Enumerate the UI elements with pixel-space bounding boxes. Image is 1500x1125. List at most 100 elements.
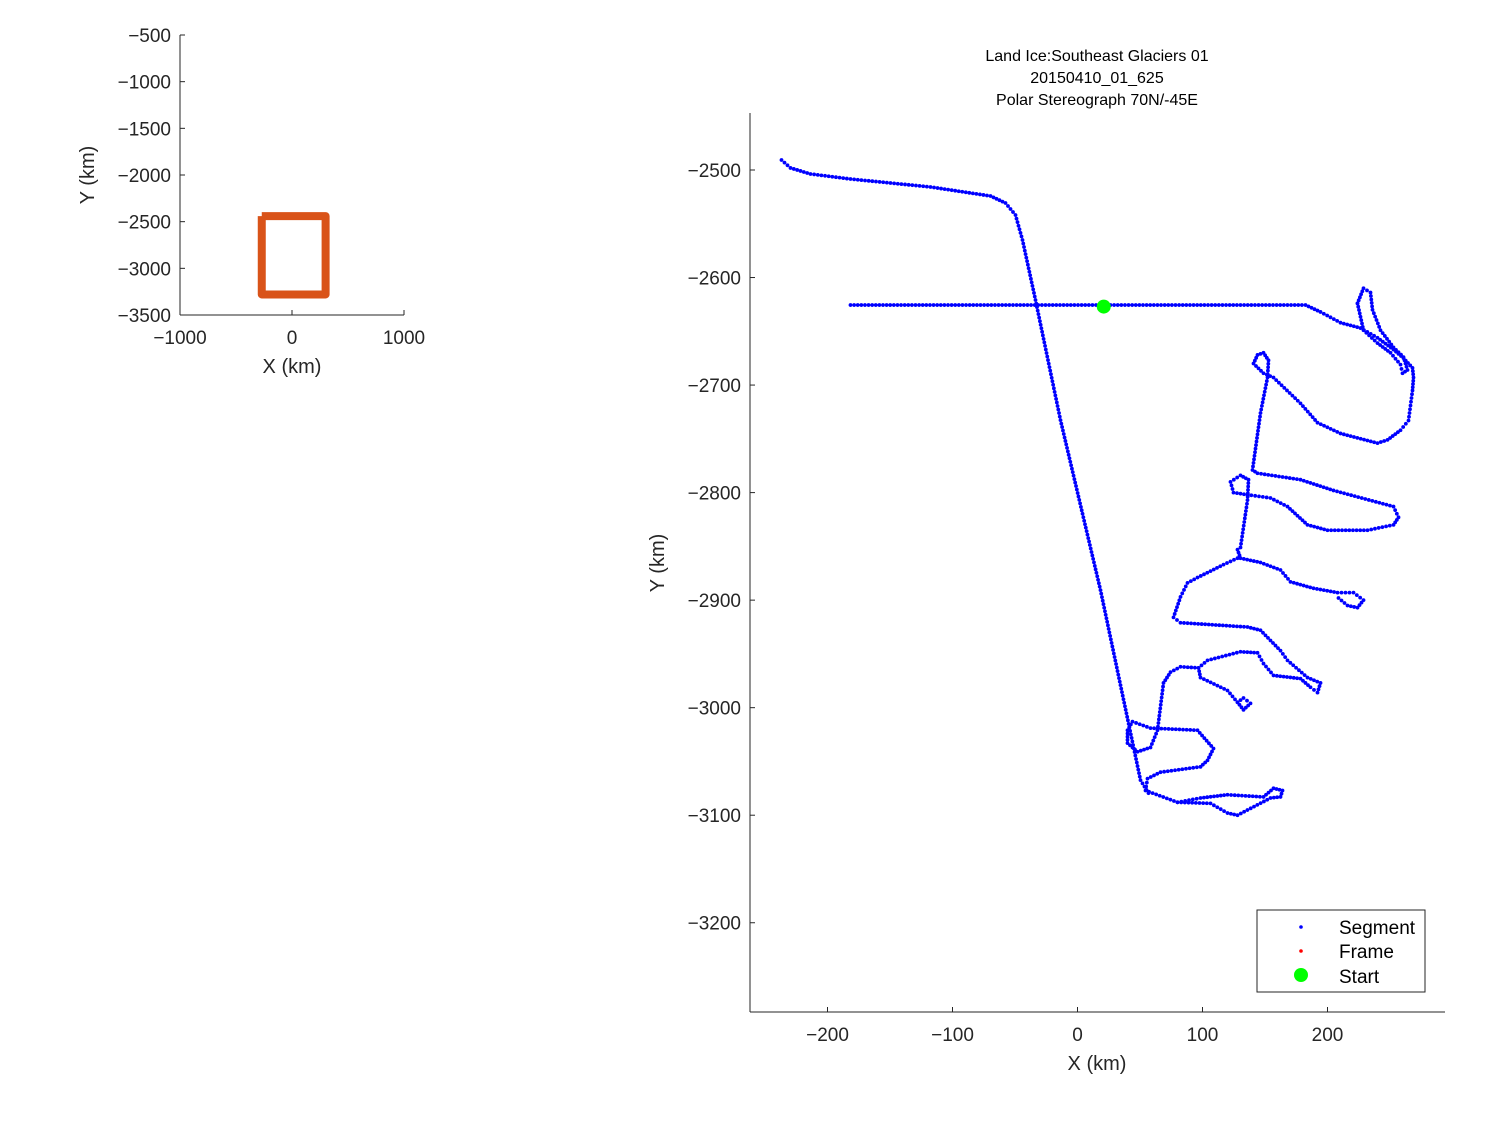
segment-point bbox=[881, 303, 885, 307]
segment-point bbox=[1058, 418, 1063, 423]
segment-point bbox=[1197, 801, 1202, 805]
segment-point bbox=[1215, 683, 1220, 688]
segment-point bbox=[1305, 522, 1310, 527]
segment-point bbox=[1029, 276, 1033, 281]
segment-point bbox=[1255, 650, 1260, 655]
segment-point bbox=[1298, 401, 1303, 406]
segment-point bbox=[1217, 623, 1222, 628]
segment-point bbox=[1128, 732, 1133, 737]
segment-point bbox=[1199, 663, 1204, 668]
segment-point bbox=[782, 160, 787, 165]
segment-point bbox=[1083, 525, 1088, 530]
segment-point bbox=[1343, 528, 1348, 533]
segment-point bbox=[1015, 220, 1020, 225]
segment-point bbox=[1208, 801, 1213, 806]
legend-segment-marker bbox=[1299, 925, 1303, 929]
segment-point bbox=[1212, 803, 1216, 808]
segment-point bbox=[1295, 676, 1300, 681]
segment-point bbox=[1369, 527, 1374, 532]
segment-point bbox=[779, 158, 784, 162]
segment-point bbox=[1361, 286, 1366, 291]
segment-point bbox=[1352, 435, 1356, 439]
segment-point bbox=[1171, 668, 1176, 673]
segment-point bbox=[1309, 305, 1314, 310]
segment-point bbox=[989, 303, 994, 307]
segment-point bbox=[1301, 678, 1305, 683]
segment-point bbox=[1163, 726, 1167, 731]
x-tick-label: 0 bbox=[287, 328, 298, 349]
segment-point bbox=[1047, 365, 1052, 370]
segment-point bbox=[1351, 528, 1355, 533]
segment-point bbox=[910, 183, 915, 188]
segment-point bbox=[1372, 338, 1377, 343]
segment-point bbox=[1336, 596, 1341, 600]
segment-point bbox=[1378, 337, 1383, 342]
segment-point bbox=[1144, 780, 1149, 785]
segment-point bbox=[1237, 553, 1242, 558]
segment-point bbox=[1302, 673, 1307, 678]
segment-point bbox=[1079, 508, 1084, 513]
segment-point bbox=[1255, 353, 1260, 357]
segment-point bbox=[1125, 741, 1130, 746]
segment-point bbox=[1242, 520, 1247, 524]
segment-point bbox=[1265, 797, 1270, 802]
segment-point bbox=[1059, 421, 1064, 426]
segment-point bbox=[1404, 364, 1409, 369]
segment-point bbox=[1209, 303, 1214, 307]
segment-point bbox=[1215, 565, 1219, 570]
segment-point bbox=[1235, 556, 1240, 561]
segment-point bbox=[1347, 528, 1352, 533]
x-tick-label: 1000 bbox=[383, 328, 425, 349]
segment-point bbox=[1130, 745, 1135, 750]
segment-point bbox=[1275, 566, 1280, 571]
segment-point bbox=[964, 303, 968, 307]
legend-frame-marker bbox=[1299, 949, 1303, 953]
segment-point bbox=[1262, 472, 1267, 477]
segment-point bbox=[953, 303, 958, 307]
segment-point bbox=[1137, 771, 1141, 776]
segment-point bbox=[1200, 733, 1204, 738]
segment-point bbox=[1026, 266, 1031, 271]
segment-point bbox=[1058, 303, 1062, 307]
segment-point bbox=[1287, 476, 1292, 480]
segment-point bbox=[1342, 491, 1346, 496]
segment-point bbox=[1283, 574, 1288, 578]
segment-point bbox=[1154, 792, 1159, 797]
segment-point bbox=[877, 180, 882, 184]
segment-point bbox=[1141, 303, 1145, 307]
segment-point bbox=[1178, 664, 1183, 669]
y-tick-label: −3000 bbox=[118, 259, 171, 280]
segment-point bbox=[1101, 602, 1106, 607]
segment-point bbox=[1184, 727, 1189, 732]
segment-point bbox=[1259, 407, 1264, 412]
segment-point bbox=[1308, 685, 1313, 690]
segment-point bbox=[1281, 303, 1286, 307]
segment-point bbox=[1410, 385, 1415, 390]
segment-point bbox=[960, 303, 965, 307]
segment-point bbox=[1238, 491, 1243, 496]
segment-point bbox=[1162, 303, 1167, 307]
segment-point bbox=[971, 303, 976, 307]
segment-point bbox=[1166, 303, 1171, 307]
segment-point bbox=[963, 190, 968, 195]
segment-point bbox=[892, 181, 897, 186]
segment-point bbox=[1192, 577, 1197, 582]
segment-point bbox=[1325, 425, 1330, 430]
segment-point bbox=[1158, 706, 1163, 711]
segment-point bbox=[1338, 431, 1343, 436]
x-tick-label: 0 bbox=[1072, 1025, 1083, 1046]
segment-point bbox=[791, 167, 796, 171]
segment-point bbox=[788, 166, 793, 170]
segment-point bbox=[826, 174, 831, 179]
segment-point bbox=[1137, 303, 1142, 307]
segment-point bbox=[841, 176, 846, 181]
segment-point bbox=[1399, 367, 1404, 371]
segment-point bbox=[1137, 774, 1142, 779]
segment-point bbox=[1096, 577, 1100, 582]
segment-point bbox=[1215, 805, 1220, 810]
segment-point bbox=[1268, 638, 1273, 643]
segment-point bbox=[1248, 701, 1253, 706]
segment-point bbox=[1170, 727, 1175, 731]
segment-point bbox=[1111, 651, 1116, 656]
segment-point bbox=[1085, 532, 1090, 537]
